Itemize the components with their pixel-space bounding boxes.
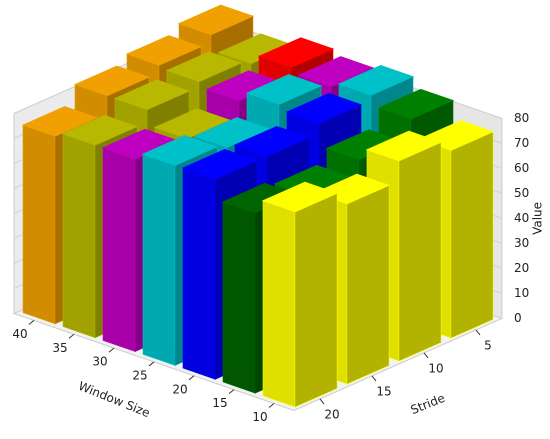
z-tick-label: 10 <box>514 286 529 300</box>
bar-shade <box>451 131 493 338</box>
bar-shade <box>399 142 441 361</box>
bar-top <box>285 93 363 124</box>
tick-mark <box>68 333 75 339</box>
bar-top <box>125 35 203 66</box>
bar-top <box>233 126 311 157</box>
y-tick-label: 10 <box>428 361 443 375</box>
bar-top <box>325 129 403 160</box>
tick-mark <box>371 375 377 382</box>
bar-top <box>217 33 295 65</box>
tick-mark <box>148 361 155 367</box>
bar-shade <box>63 133 96 338</box>
bar-top <box>61 114 139 146</box>
x-tick-label: 15 <box>212 396 227 410</box>
tick-mark <box>28 320 35 325</box>
y-tick-label: 20 <box>324 407 339 421</box>
y-tick-label: 5 <box>484 338 492 352</box>
z-tick-label: 60 <box>514 161 529 175</box>
x-tick-label: 35 <box>52 341 67 355</box>
y-tick-label: 15 <box>376 384 391 398</box>
bar-top <box>101 128 179 160</box>
tick-mark <box>319 398 325 405</box>
bar-top <box>177 4 255 36</box>
x-tick-label: 30 <box>92 355 107 369</box>
x-tick-label: 20 <box>172 382 187 396</box>
tick-mark <box>475 329 481 336</box>
bar-shade <box>183 167 216 380</box>
bar <box>261 181 339 408</box>
bar-shade <box>143 154 176 366</box>
bar-top <box>377 88 455 120</box>
bar-top <box>261 181 339 213</box>
tick-mark <box>188 375 195 381</box>
bar-shade <box>295 193 337 407</box>
z-tick-label: 0 <box>514 311 522 325</box>
bar-shade <box>263 200 296 407</box>
bar-top <box>165 51 243 83</box>
z-axis-label: Value <box>531 202 545 235</box>
z-tick-label: 30 <box>514 236 529 250</box>
tick-mark <box>228 389 235 395</box>
bar-top <box>141 135 219 166</box>
z-tick-label: 50 <box>514 186 529 200</box>
bar-top <box>193 117 271 148</box>
tick-mark <box>423 352 429 359</box>
y-axis-label: Stride <box>409 391 447 417</box>
bar-top <box>257 37 335 68</box>
bar-top <box>365 130 443 162</box>
bar-shade <box>103 147 136 352</box>
bar-top <box>205 70 283 101</box>
bar-shade <box>23 125 56 324</box>
bar-top <box>113 79 191 111</box>
tick-mark <box>268 403 275 408</box>
z-tick-label: 20 <box>514 261 529 275</box>
bar-top <box>337 65 415 96</box>
x-axis-label: Window Size <box>76 379 151 420</box>
bar-top <box>245 74 323 105</box>
tick-mark <box>108 347 115 353</box>
bar-top <box>297 56 375 87</box>
x-tick-label: 25 <box>132 368 147 382</box>
z-tick-label: 70 <box>514 136 529 150</box>
bar-shade <box>347 185 389 384</box>
bar-shade <box>223 201 256 393</box>
z-tick-label: 40 <box>514 211 529 225</box>
z-tick-label: 80 <box>514 111 529 125</box>
bar-top <box>73 65 151 97</box>
x-tick-label: 10 <box>252 410 267 424</box>
bar-top <box>181 149 259 180</box>
x-tick-label: 40 <box>12 327 27 341</box>
bar-top <box>21 106 99 137</box>
